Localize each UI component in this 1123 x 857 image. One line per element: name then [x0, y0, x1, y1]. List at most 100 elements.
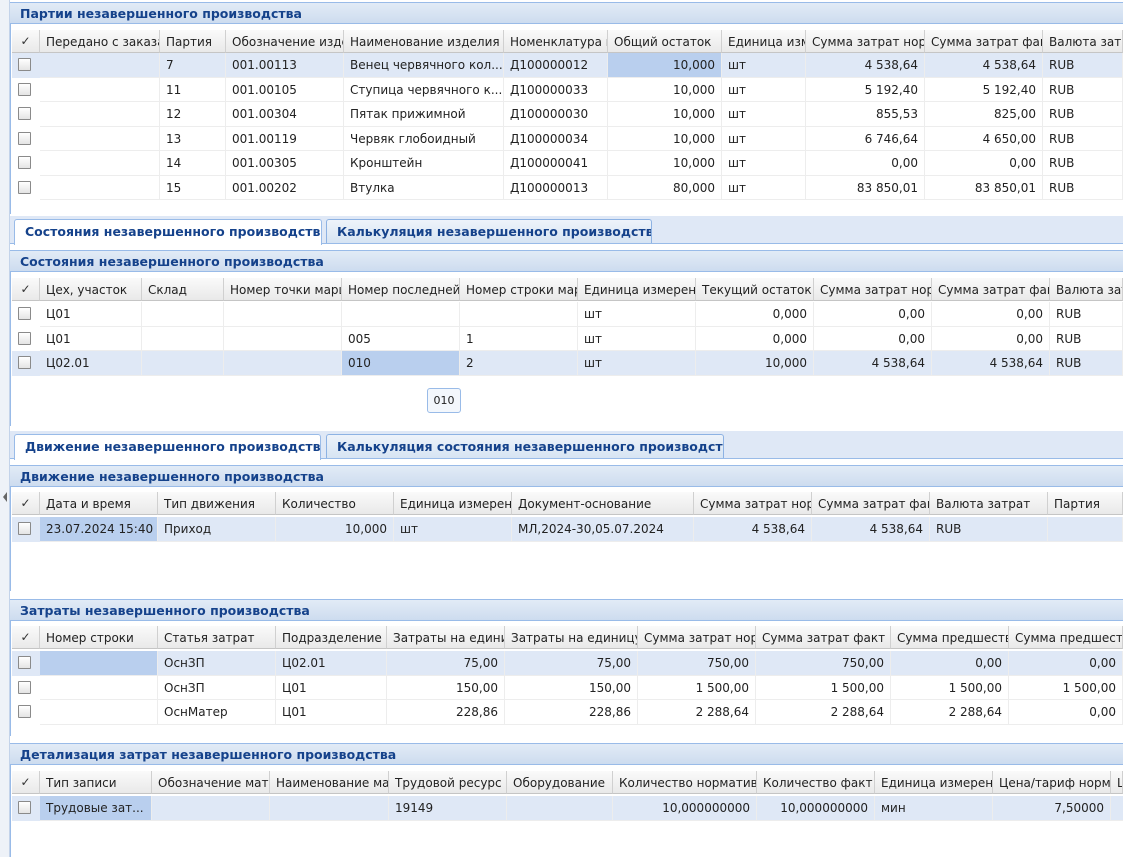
cell[interactable]	[40, 675, 158, 700]
cell[interactable]: 4 538,64	[812, 517, 930, 542]
cell[interactable]: Кронштейн	[344, 151, 504, 176]
column-header[interactable]: Текущий остаток	[696, 278, 814, 301]
cell[interactable]: 4 538,64	[925, 53, 1043, 78]
cell[interactable]: 150,00	[505, 675, 638, 700]
cell[interactable]: 010	[342, 351, 460, 376]
grid-row[interactable]	[12, 151, 1123, 176]
column-header[interactable]: Единица измерени	[394, 492, 512, 515]
row-checkbox[interactable]	[18, 356, 31, 369]
column-header[interactable]: Наименование изделия	[344, 30, 504, 53]
column-header[interactable]: Общий остаток	[608, 30, 722, 53]
grid-row[interactable]	[12, 102, 1123, 127]
cell[interactable]: Д100000030	[504, 102, 608, 127]
cell[interactable]: 19149	[389, 796, 507, 821]
cell[interactable]: 2	[460, 351, 578, 376]
cell[interactable]: Ц01	[40, 326, 142, 351]
cell[interactable]: 855,53	[806, 102, 925, 127]
cell[interactable]: 001.00119	[226, 126, 344, 151]
cell[interactable]: Д100000041	[504, 151, 608, 176]
cell[interactable]: 4 538,64	[806, 53, 925, 78]
cell[interactable]: 75,00	[387, 651, 505, 676]
cell[interactable]: Ц02.01	[40, 351, 142, 376]
cell[interactable]: 23.07.2024 15:40	[40, 517, 158, 542]
cell[interactable]: 0,00	[806, 151, 925, 176]
column-header[interactable]: Склад	[142, 278, 224, 301]
cell[interactable]: 228,86	[505, 700, 638, 725]
row-checkbox[interactable]	[18, 307, 31, 320]
cell[interactable]: 10,000	[608, 53, 722, 78]
cell[interactable]: 10,000	[608, 102, 722, 127]
column-header[interactable]: Сумма затрат норм	[814, 278, 932, 301]
column-header[interactable]: Обозначение изде	[226, 30, 344, 53]
column-header[interactable]: Валюта зат	[1050, 278, 1123, 301]
cell[interactable]: 7	[160, 53, 226, 78]
column-header[interactable]: Затраты на единицу	[505, 626, 638, 649]
cell[interactable]: RUB	[1043, 175, 1123, 200]
cell[interactable]: Ц02.01	[276, 651, 387, 676]
cell[interactable]: 14	[160, 151, 226, 176]
grid-row[interactable]	[12, 326, 1123, 351]
collapse-arrow[interactable]	[3, 492, 7, 502]
cell[interactable]: RUB	[1043, 102, 1123, 127]
cell[interactable]: 13	[160, 126, 226, 151]
cell[interactable]: 75,00	[505, 651, 638, 676]
row-checkbox[interactable]	[18, 131, 31, 145]
grid-row[interactable]	[12, 517, 1123, 542]
cell[interactable]	[224, 351, 342, 376]
grid-row[interactable]	[12, 77, 1123, 102]
cell[interactable]: 0,00	[932, 302, 1050, 327]
cell[interactable]: 0,00	[1009, 700, 1123, 725]
column-header[interactable]: Номер строки мар	[460, 278, 578, 301]
cell[interactable]: Ступица червячного к...	[344, 77, 504, 102]
grid-row[interactable]	[12, 651, 1123, 676]
cell[interactable]	[40, 102, 160, 127]
cell[interactable]: 0,00	[932, 326, 1050, 351]
cell[interactable]: 15	[160, 175, 226, 200]
tab[interactable]: Движение незавершенного производства	[14, 434, 321, 460]
column-header[interactable]: Затраты на едини	[387, 626, 505, 649]
cell[interactable]: ОснЗП	[158, 651, 276, 676]
cell[interactable]: 001.00304	[226, 102, 344, 127]
grid-row[interactable]	[12, 126, 1123, 151]
cell[interactable]: 10,000	[276, 517, 394, 542]
cell[interactable]	[40, 651, 158, 676]
cell[interactable]: 0,00	[1009, 651, 1123, 676]
cell[interactable]: Втулка	[344, 175, 504, 200]
column-header[interactable]: Количество факт	[757, 771, 875, 794]
cell[interactable]: 7,50000	[993, 796, 1111, 821]
column-header[interactable]: Статья затрат	[158, 626, 276, 649]
cell[interactable]: МЛ,2024-30,05.07.2024	[512, 517, 694, 542]
cell[interactable]	[224, 302, 342, 327]
cell[interactable]	[40, 53, 160, 78]
cell[interactable]: 10,000000000	[757, 796, 875, 821]
tab[interactable]: Состояния незавершенного производства	[14, 219, 322, 245]
grid-row[interactable]	[12, 675, 1123, 700]
cell[interactable]	[40, 151, 160, 176]
cell[interactable]: Венец червячного кол...	[344, 53, 504, 78]
row-checkbox[interactable]	[18, 180, 31, 194]
row-checkbox[interactable]	[18, 705, 31, 718]
column-header[interactable]: Наименование мат	[270, 771, 389, 794]
column-header[interactable]: Цех, участок	[40, 278, 142, 301]
column-header[interactable]: Единица измерени	[875, 771, 993, 794]
cell[interactable]: 2 288,64	[891, 700, 1009, 725]
cell[interactable]	[40, 700, 158, 725]
cell[interactable]	[142, 326, 224, 351]
column-header[interactable]: Сумма затрат факт	[756, 626, 891, 649]
cell[interactable]: 2 288,64	[638, 700, 756, 725]
cell[interactable]: RUB	[1043, 151, 1123, 176]
cell[interactable]: 4 650,00	[925, 126, 1043, 151]
cell[interactable]: шт	[722, 53, 806, 78]
cell[interactable]: шт	[722, 151, 806, 176]
column-header[interactable]: Дата и время	[40, 492, 158, 515]
column-header[interactable]: Сумма затрат факт	[932, 278, 1050, 301]
cell[interactable]: шт	[722, 77, 806, 102]
cell[interactable]: 750,00	[756, 651, 891, 676]
column-header[interactable]: Передано с заказа	[40, 30, 160, 53]
row-checkbox[interactable]	[18, 801, 31, 814]
cell[interactable]: Трудовые зат...	[40, 796, 152, 821]
cell[interactable]: Д100000034	[504, 126, 608, 151]
grid-row[interactable]	[12, 53, 1123, 78]
row-checkbox[interactable]	[18, 156, 31, 169]
column-header[interactable]: Единица изм	[722, 30, 806, 53]
